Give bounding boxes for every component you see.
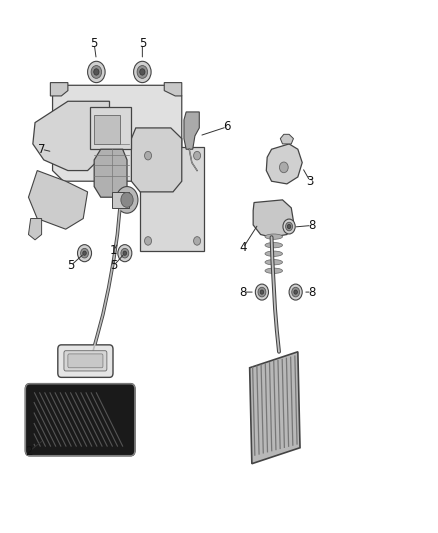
Circle shape: [260, 290, 264, 294]
Text: 8: 8: [308, 286, 315, 298]
Polygon shape: [94, 149, 127, 197]
Ellipse shape: [265, 260, 283, 265]
FancyBboxPatch shape: [64, 351, 107, 371]
Polygon shape: [280, 134, 293, 144]
Circle shape: [287, 224, 291, 229]
Circle shape: [134, 61, 151, 83]
Circle shape: [123, 251, 127, 255]
Text: 5: 5: [110, 259, 117, 272]
Text: 5: 5: [139, 37, 146, 50]
FancyBboxPatch shape: [140, 147, 204, 251]
FancyBboxPatch shape: [58, 345, 113, 377]
Circle shape: [81, 248, 88, 258]
Circle shape: [194, 237, 201, 245]
Text: 3: 3: [307, 175, 314, 188]
Text: 4: 4: [239, 241, 247, 254]
Ellipse shape: [265, 251, 283, 256]
Ellipse shape: [265, 234, 283, 239]
Circle shape: [255, 284, 268, 300]
FancyBboxPatch shape: [68, 354, 103, 368]
FancyBboxPatch shape: [112, 192, 129, 208]
Circle shape: [118, 245, 132, 262]
Text: 5: 5: [91, 37, 98, 50]
Circle shape: [294, 290, 297, 294]
Polygon shape: [50, 83, 68, 96]
Circle shape: [94, 69, 99, 75]
Circle shape: [258, 287, 266, 297]
Circle shape: [116, 187, 138, 213]
Polygon shape: [131, 128, 182, 192]
Circle shape: [289, 284, 302, 300]
Circle shape: [137, 66, 148, 78]
Circle shape: [83, 251, 86, 255]
Circle shape: [121, 192, 133, 207]
Polygon shape: [33, 101, 110, 171]
Text: 1: 1: [110, 244, 118, 257]
Circle shape: [140, 69, 145, 75]
Text: 8: 8: [308, 219, 315, 232]
Circle shape: [145, 151, 152, 160]
Ellipse shape: [265, 268, 283, 273]
Polygon shape: [164, 83, 182, 96]
Polygon shape: [266, 144, 302, 184]
Circle shape: [279, 162, 288, 173]
Polygon shape: [253, 200, 293, 237]
Polygon shape: [28, 171, 88, 229]
Circle shape: [78, 245, 92, 262]
FancyBboxPatch shape: [90, 107, 131, 149]
FancyBboxPatch shape: [94, 115, 120, 144]
Text: 2: 2: [25, 446, 32, 458]
Ellipse shape: [265, 243, 283, 248]
Polygon shape: [53, 85, 182, 181]
Text: 6: 6: [223, 120, 231, 133]
Text: 8: 8: [240, 286, 247, 298]
Circle shape: [283, 219, 295, 234]
Polygon shape: [184, 112, 199, 149]
Circle shape: [292, 287, 300, 297]
Circle shape: [145, 237, 152, 245]
Text: 5: 5: [67, 259, 74, 272]
Circle shape: [91, 66, 102, 78]
Circle shape: [88, 61, 105, 83]
Circle shape: [194, 151, 201, 160]
Polygon shape: [250, 352, 300, 464]
Text: 7: 7: [38, 143, 46, 156]
FancyBboxPatch shape: [25, 384, 135, 456]
Circle shape: [121, 248, 129, 258]
Circle shape: [286, 222, 293, 231]
Polygon shape: [28, 219, 42, 240]
